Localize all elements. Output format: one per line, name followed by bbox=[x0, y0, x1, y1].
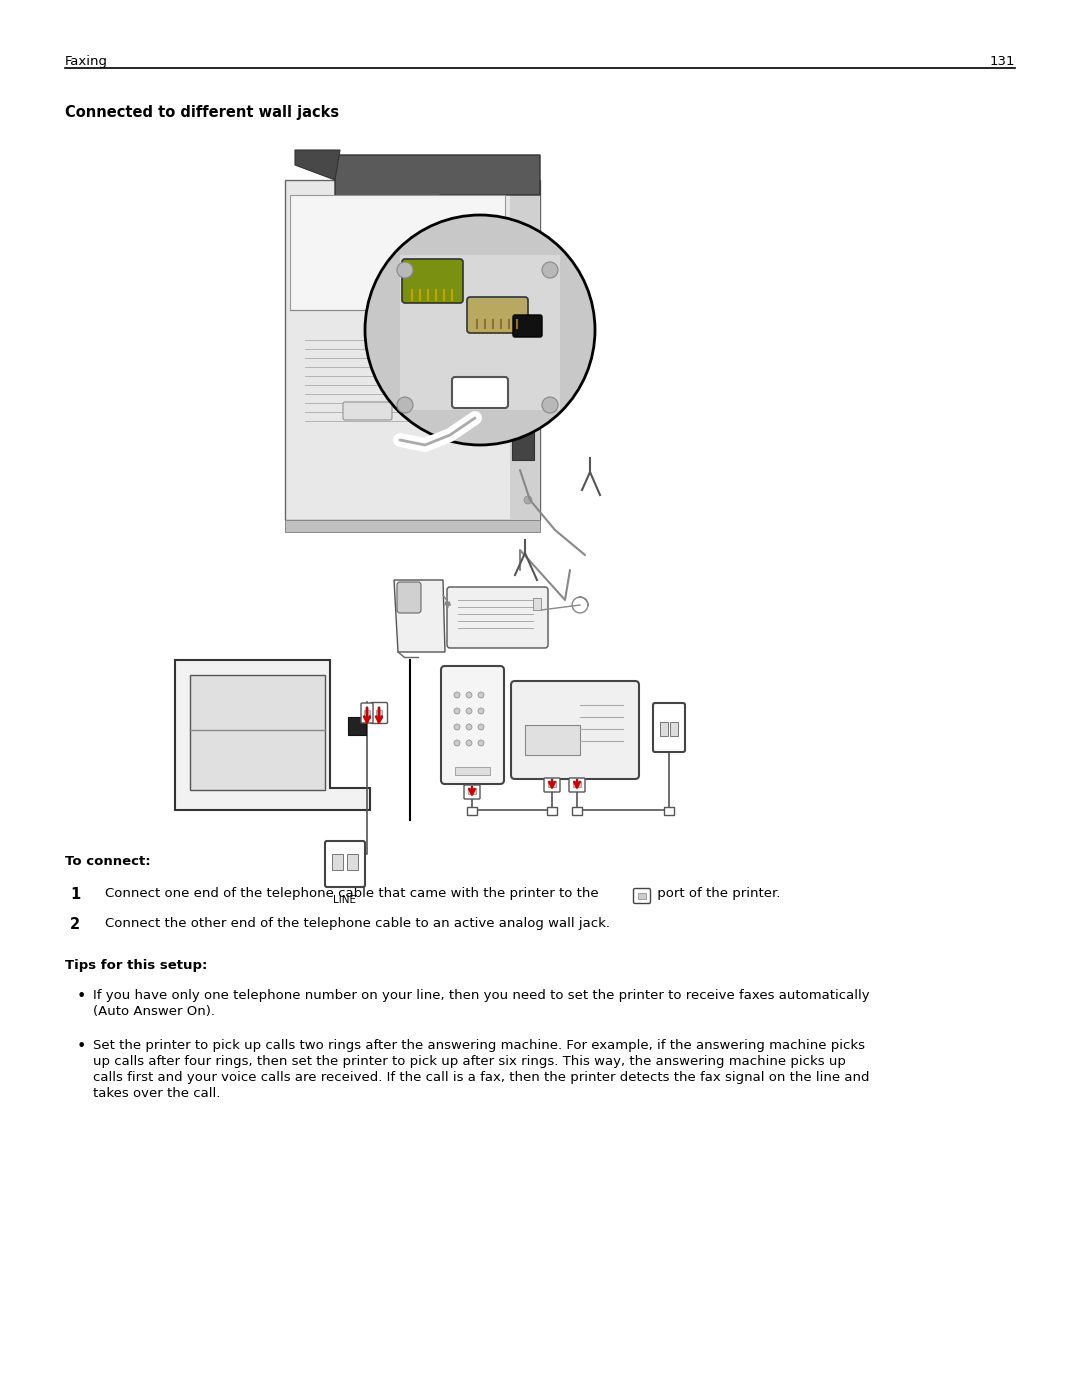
FancyBboxPatch shape bbox=[402, 258, 463, 303]
Circle shape bbox=[478, 724, 484, 731]
Text: up calls after four rings, then set the printer to pick up after six rings. This: up calls after four rings, then set the … bbox=[93, 1055, 846, 1067]
Text: Set the printer to pick up calls two rings after the answering machine. For exam: Set the printer to pick up calls two rin… bbox=[93, 1039, 865, 1052]
Text: (Auto Answer On).: (Auto Answer On). bbox=[93, 1004, 215, 1018]
Circle shape bbox=[454, 740, 460, 746]
Text: To connect:: To connect: bbox=[65, 855, 150, 868]
Circle shape bbox=[397, 397, 413, 414]
Circle shape bbox=[478, 740, 484, 746]
Polygon shape bbox=[335, 155, 540, 205]
Bar bbox=[548, 781, 556, 787]
FancyBboxPatch shape bbox=[397, 583, 421, 613]
FancyBboxPatch shape bbox=[653, 703, 685, 752]
Circle shape bbox=[454, 708, 460, 714]
Bar bbox=[376, 710, 382, 718]
Bar bbox=[190, 675, 325, 789]
Circle shape bbox=[465, 740, 472, 746]
Text: calls first and your voice calls are received. If the call is a fax, then the pr: calls first and your voice calls are rec… bbox=[93, 1071, 869, 1084]
Bar bbox=[348, 717, 366, 735]
Text: takes over the call.: takes over the call. bbox=[93, 1087, 220, 1099]
Text: 1: 1 bbox=[70, 887, 80, 902]
Bar bbox=[468, 788, 476, 793]
Circle shape bbox=[465, 724, 472, 731]
Circle shape bbox=[454, 724, 460, 731]
Circle shape bbox=[397, 263, 413, 278]
Bar bbox=[660, 722, 669, 736]
FancyBboxPatch shape bbox=[634, 888, 650, 904]
Bar bbox=[572, 807, 582, 814]
Circle shape bbox=[542, 397, 558, 414]
Circle shape bbox=[478, 708, 484, 714]
Circle shape bbox=[365, 215, 595, 446]
Bar bbox=[573, 781, 581, 787]
FancyBboxPatch shape bbox=[370, 703, 388, 724]
Text: Faxing: Faxing bbox=[65, 54, 108, 68]
FancyBboxPatch shape bbox=[325, 841, 365, 887]
Bar bbox=[534, 598, 541, 610]
Text: Connect one end of the telephone cable that came with the printer to the: Connect one end of the telephone cable t… bbox=[105, 887, 598, 900]
Polygon shape bbox=[175, 659, 370, 810]
Circle shape bbox=[478, 692, 484, 698]
FancyBboxPatch shape bbox=[569, 778, 585, 792]
Circle shape bbox=[542, 263, 558, 278]
Text: Tips for this setup:: Tips for this setup: bbox=[65, 958, 207, 972]
FancyBboxPatch shape bbox=[511, 680, 639, 780]
Text: Connect the other end of the telephone cable to an active analog wall jack.: Connect the other end of the telephone c… bbox=[105, 916, 610, 930]
Circle shape bbox=[454, 692, 460, 698]
Bar bbox=[455, 767, 490, 775]
FancyBboxPatch shape bbox=[513, 314, 542, 337]
FancyBboxPatch shape bbox=[361, 703, 373, 724]
Bar bbox=[400, 256, 561, 409]
Text: LINE: LINE bbox=[334, 895, 356, 905]
Bar bbox=[364, 710, 370, 718]
Bar bbox=[664, 807, 674, 814]
Text: 2: 2 bbox=[70, 916, 80, 932]
Bar bbox=[347, 854, 357, 870]
Polygon shape bbox=[285, 180, 540, 520]
Circle shape bbox=[465, 692, 472, 698]
Bar bbox=[638, 893, 646, 900]
Bar bbox=[512, 400, 534, 460]
Bar bbox=[670, 722, 678, 736]
Bar bbox=[546, 807, 557, 814]
FancyBboxPatch shape bbox=[544, 778, 561, 792]
Text: If you have only one telephone number on your line, then you need to set the pri: If you have only one telephone number on… bbox=[93, 989, 869, 1002]
Circle shape bbox=[524, 496, 532, 504]
FancyBboxPatch shape bbox=[467, 298, 528, 332]
Bar bbox=[467, 807, 477, 814]
FancyBboxPatch shape bbox=[343, 402, 392, 420]
Bar bbox=[525, 725, 580, 754]
FancyBboxPatch shape bbox=[453, 377, 508, 408]
Polygon shape bbox=[285, 520, 540, 532]
Text: port of the printer.: port of the printer. bbox=[653, 887, 781, 900]
Circle shape bbox=[465, 708, 472, 714]
Text: •: • bbox=[77, 989, 86, 1004]
Polygon shape bbox=[394, 580, 445, 652]
FancyBboxPatch shape bbox=[447, 587, 548, 648]
Text: 131: 131 bbox=[989, 54, 1015, 68]
Text: •: • bbox=[77, 1039, 86, 1053]
FancyBboxPatch shape bbox=[464, 785, 480, 799]
Polygon shape bbox=[510, 180, 540, 520]
Text: MODEL: MODEL bbox=[563, 767, 585, 773]
FancyBboxPatch shape bbox=[441, 666, 504, 784]
Bar bbox=[332, 854, 343, 870]
Polygon shape bbox=[291, 196, 505, 310]
Text: Connected to different wall jacks: Connected to different wall jacks bbox=[65, 105, 339, 120]
Polygon shape bbox=[295, 149, 340, 180]
